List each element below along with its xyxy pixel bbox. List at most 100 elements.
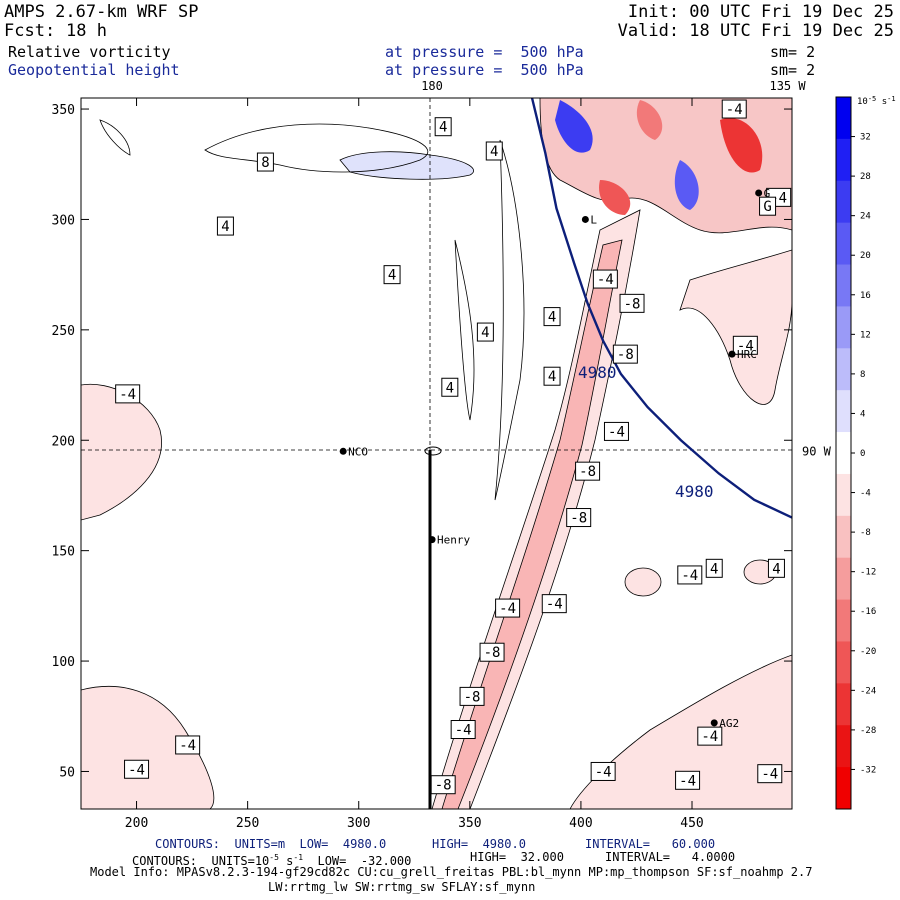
contour-label-box: [619, 293, 645, 313]
contour-label-box: [495, 598, 521, 618]
contour-label: -8: [435, 778, 452, 794]
contour-label: -4: [597, 272, 614, 288]
contour-label: -8: [579, 464, 596, 480]
x-tick-label: 400: [569, 816, 592, 831]
field2-level: at pressure = 500 hPa: [385, 61, 584, 79]
colorbar-segment: [836, 599, 851, 642]
contour-label-box: [697, 726, 723, 746]
vort-blob-southeast: [569, 654, 792, 809]
contour-plus4-c: [454, 239, 475, 421]
contour-label-box: [459, 686, 485, 706]
colorbar-tick-label: 16: [860, 291, 871, 301]
x-tick-label: 250: [236, 816, 259, 831]
contour-label: -4: [761, 767, 778, 783]
contour-label: 4: [710, 561, 718, 577]
colorbar-tick-label: 28: [860, 172, 871, 182]
contour-label: 4: [446, 380, 454, 396]
footer-vort-high: HIGH= 32.000: [470, 850, 564, 864]
colorbar-units: 10-5 s-1: [857, 95, 896, 107]
station-marker: [581, 215, 589, 223]
valid-time: Valid: 18 UTC Fri 19 Dec 25: [617, 21, 894, 41]
contour-label-box: [430, 775, 456, 795]
colorbar-segment: [836, 767, 851, 810]
contour-label: -4: [119, 387, 136, 403]
contour-label-box: [434, 117, 452, 137]
contour-label: -4: [179, 738, 196, 754]
plot-frame: [80, 97, 793, 810]
contour-label: 4: [490, 144, 498, 160]
colorbar-segment: [836, 180, 851, 224]
colorbar-tick-label: -16: [860, 607, 876, 617]
contour-label-box: [721, 99, 747, 119]
colorbar-tick-label: 12: [860, 330, 871, 340]
colorbar-segment: [836, 264, 851, 307]
x-tick-label: 450: [680, 816, 703, 831]
y-tick-label: 250: [52, 324, 75, 339]
contour-label: 4: [548, 369, 556, 385]
footer-model-info-2: LW:rrtmg_lw SW:rrtmg_sw SFLAY:sf_mynn: [268, 880, 536, 894]
colorbar-tick-label: -24: [860, 686, 876, 696]
vort-blob-east: [679, 249, 792, 405]
colorbar-tick-label: 8: [860, 370, 865, 380]
longitude-label: 180: [421, 79, 443, 93]
contour-label: -8: [570, 511, 587, 527]
footer-vort-units: CONTOURS: UNITS=10: [132, 854, 270, 868]
contour-label: G: [763, 199, 771, 215]
contour-label: 4: [481, 325, 489, 341]
y-tick-label: 50: [59, 765, 75, 780]
contour-label-box: [592, 269, 618, 289]
footer-vort-contours: CONTOURS: UNITS=10-5 s-1 LOW= -32.000: [132, 851, 411, 868]
forecast-hour: 18 h: [66, 21, 107, 41]
field1-name: Relative vorticity: [8, 43, 171, 61]
vort-blob-positive: [339, 151, 474, 180]
station-label: HRC: [737, 348, 757, 361]
contour-label-box: [677, 565, 703, 585]
colorbar-tick-label: -32: [860, 765, 876, 775]
footer-vort-s: s: [278, 854, 294, 868]
contour-label-box: [543, 366, 561, 386]
footer-vort-low: LOW= -32.000: [303, 854, 412, 868]
colorbar-segment: [836, 641, 851, 684]
contour-label-layer: 448444444-4-4-4-4-8-8-4-8-8-4-4-8-8-4-8-…: [115, 99, 792, 795]
y-tick-label: 300: [52, 213, 75, 228]
contour-label: 4: [221, 219, 229, 235]
colorbar-tick-label: -28: [860, 726, 876, 736]
vort-core-blue-2: [674, 160, 699, 210]
station-marker: [728, 350, 736, 358]
contour-label-box: [705, 558, 723, 578]
contour-label: -4: [128, 762, 145, 778]
contour-label-box: [175, 735, 201, 755]
height-contour-label: 4980: [578, 363, 617, 382]
contour-label: -8: [464, 689, 481, 705]
x-tick-label: 300: [347, 816, 370, 831]
colorbar-segment: [836, 515, 851, 559]
contour-label-box: [603, 421, 629, 441]
colorbar-segment: [836, 348, 851, 391]
init-time: Init: 00 UTC Fri 19 Dec 25: [627, 2, 894, 22]
footer-height-interval: INTERVAL= 60.000: [585, 837, 716, 851]
contour-label-box: [759, 196, 777, 216]
contour-label: -4: [737, 338, 754, 354]
station-label: AG2: [719, 717, 739, 730]
contour-label-box: [675, 770, 701, 790]
y-tick-label: 200: [52, 434, 75, 449]
footer-height-high: HIGH= 4980.0: [432, 837, 526, 851]
contour-label: -8: [617, 347, 634, 363]
colorbar-tick-label: 0: [860, 449, 865, 459]
shading-layer: [81, 98, 792, 809]
field1-level: at pressure = 500 hPa: [385, 43, 584, 61]
y-tick-label: 100: [52, 655, 75, 670]
station-layer: NCO Henry HRC AG2 L G: [339, 187, 771, 730]
y-tick-label: 150: [52, 545, 75, 560]
colorbar-segment: [836, 557, 851, 601]
contour-label-box: [441, 377, 459, 397]
vort-blob-west: [81, 383, 162, 521]
contour-label: -4: [726, 102, 743, 118]
station-label: G: [764, 187, 771, 200]
colorbar-segment: [836, 390, 851, 433]
footer-vort-exp1: -5: [269, 853, 279, 862]
x-tick-label: 200: [125, 816, 148, 831]
vort-blob-southwest: [81, 686, 215, 809]
contour-label: -4: [455, 723, 472, 739]
